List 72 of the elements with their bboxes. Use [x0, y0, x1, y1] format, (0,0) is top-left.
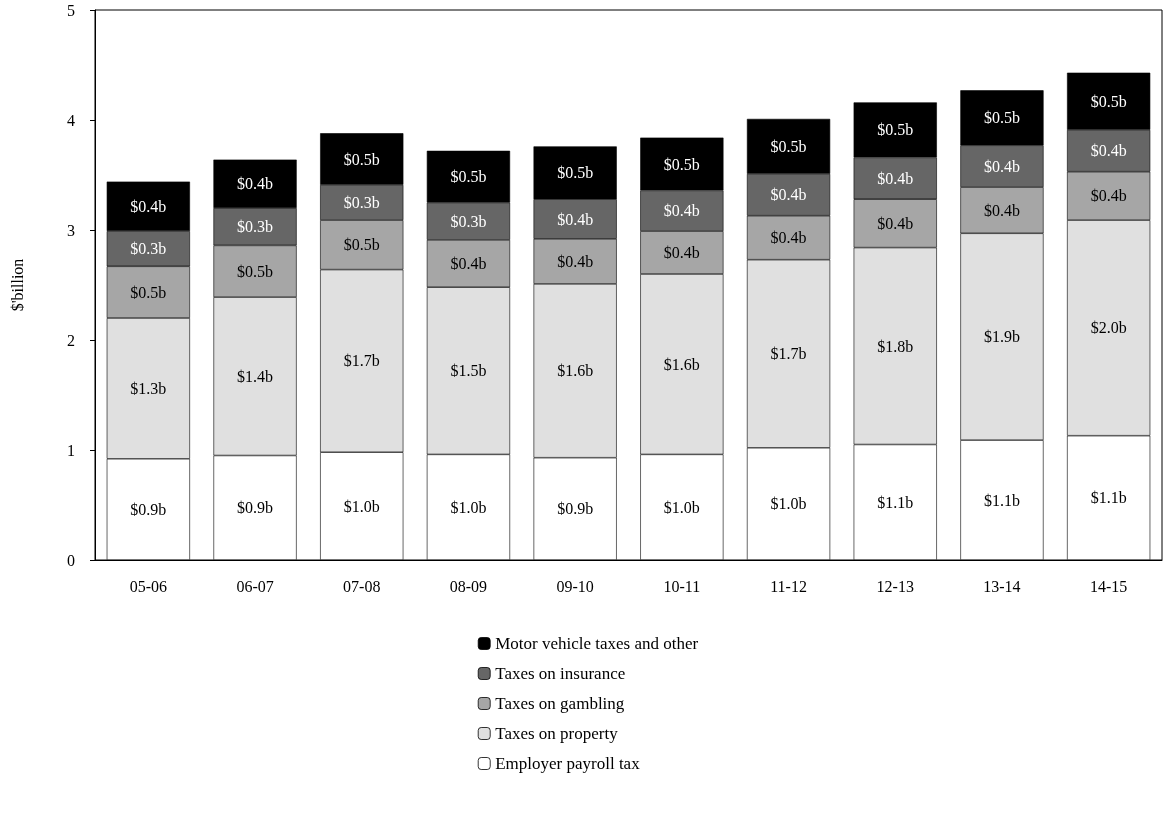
y-tick-label: 3 [67, 221, 75, 239]
data-label: $0.3b [130, 240, 167, 258]
x-tick-label: 11-12 [770, 577, 807, 595]
data-label: $1.1b [1090, 489, 1127, 507]
data-label: $0.5b [557, 164, 594, 182]
data-label: $0.4b [1090, 142, 1127, 160]
data-label: $1.3b [130, 379, 167, 397]
legend-label: Taxes on property [495, 724, 619, 743]
legend-label: Motor vehicle taxes and other [495, 634, 699, 653]
data-label: $0.4b [877, 214, 914, 232]
data-label: $0.4b [1090, 187, 1127, 205]
y-tick-label: 0 [67, 551, 75, 569]
data-label: $0.5b [877, 121, 914, 139]
data-label: $0.5b [663, 155, 700, 173]
data-label: $0.4b [130, 197, 167, 215]
data-label: $0.4b [237, 175, 274, 193]
data-label: $1.0b [343, 497, 380, 515]
data-label: $1.0b [770, 495, 807, 513]
data-label: $1.6b [557, 362, 594, 380]
data-label: $0.3b [237, 218, 274, 236]
data-label: $0.4b [983, 201, 1020, 219]
data-label: $0.5b [983, 109, 1020, 127]
data-label: $1.0b [450, 498, 487, 516]
legend-label: Taxes on gambling [495, 694, 625, 713]
x-tick-label: 12-13 [876, 577, 914, 595]
y-tick-label: 1 [67, 441, 75, 459]
data-label: $0.4b [450, 255, 487, 273]
data-label: $1.7b [343, 352, 380, 370]
data-label: $1.8b [877, 337, 914, 355]
data-label: $1.7b [770, 345, 807, 363]
data-label: $0.9b [130, 500, 167, 518]
x-tick-label: 05-06 [129, 577, 168, 595]
data-label: $1.4b [237, 367, 274, 385]
data-label: $0.4b [877, 169, 914, 187]
x-tick-label: 07-08 [343, 577, 381, 595]
data-label: $0.4b [770, 229, 807, 247]
y-tick-label: 5 [67, 1, 75, 19]
x-tick-label: 08-09 [449, 577, 488, 595]
data-label: $0.5b [343, 150, 380, 168]
x-tick-label: 09-10 [556, 577, 594, 595]
data-label: $0.5b [450, 168, 487, 186]
data-label: $0.4b [983, 157, 1020, 175]
data-label: $0.4b [557, 252, 594, 270]
data-label: $0.5b [770, 137, 807, 155]
data-label: $2.0b [1090, 319, 1127, 337]
x-tick-label: 13-14 [983, 577, 1021, 595]
data-label: $0.5b [1090, 92, 1127, 110]
data-label: $1.9b [983, 328, 1020, 346]
data-label: $0.5b [237, 262, 274, 280]
x-tick-label: 06-07 [236, 577, 274, 595]
data-label: $0.9b [237, 499, 274, 517]
data-label: $1.5b [450, 362, 487, 380]
legend-label: Employer payroll tax [495, 754, 641, 773]
y-tick-label: 4 [67, 111, 75, 129]
data-label: $1.0b [663, 498, 700, 516]
y-axis-title: $'billion [8, 258, 26, 312]
data-label: $0.5b [130, 283, 167, 301]
y-tick-label: 2 [67, 331, 75, 349]
data-label: $0.3b [343, 194, 380, 211]
data-label: $0.5b [343, 236, 380, 254]
data-label: $0.4b [663, 202, 700, 220]
x-tick-label: 14-15 [1089, 577, 1128, 595]
data-label: $0.4b [770, 186, 807, 204]
data-label: $0.4b [663, 244, 700, 262]
legend-label: Taxes on insurance [495, 664, 626, 683]
data-label: $1.6b [663, 355, 700, 373]
data-label: $0.3b [450, 212, 487, 230]
x-tick-label: 10-11 [663, 577, 701, 595]
data-label: $0.4b [557, 210, 594, 228]
data-label: $1.1b [877, 493, 914, 511]
data-label: $0.9b [557, 500, 594, 518]
data-label: $1.1b [983, 491, 1020, 509]
